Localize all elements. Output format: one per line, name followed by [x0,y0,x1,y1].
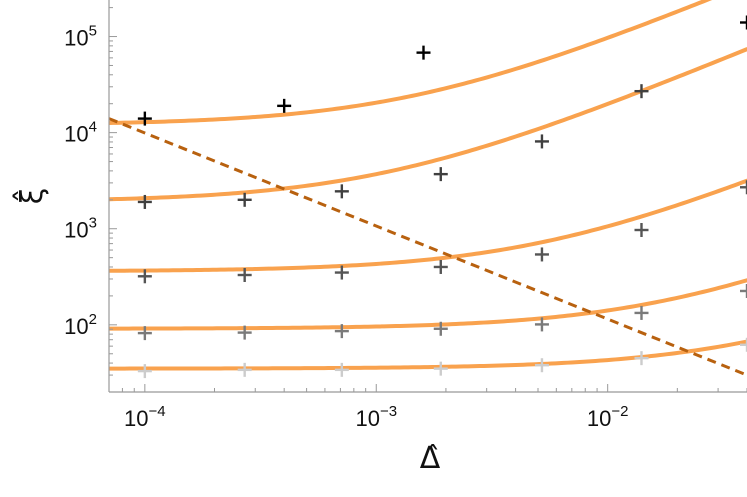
data-point-3-7 [740,180,747,195]
data-point-4-3 [334,324,349,339]
y-axis-label: ξ̂ [12,188,50,205]
data-point-1-4 [740,15,747,30]
y-tick-label: 102 [64,311,97,339]
data-point-3-6 [634,223,649,238]
data-point-3-3 [334,265,349,280]
data-point-4-1 [137,326,152,341]
x-tick-label: 10−3 [355,403,397,431]
plot-area [109,0,747,379]
fit-curve-4 [109,278,747,331]
data-point-5-2 [237,362,252,377]
y-tick-label: 104 [64,119,97,147]
y-tick-labels: 102 103 104 105 [64,23,97,339]
y-tick-label: 105 [64,23,97,51]
data-point-2-4 [433,167,448,182]
fit-curve-5 [109,339,747,371]
data-point-4-2 [237,325,252,340]
data-point-1-3 [416,45,431,60]
data-point-2-2 [237,192,252,207]
fit-curve-3 [109,178,747,273]
fit-curve-1 [109,0,713,126]
data-point-1-1 [137,111,152,126]
data-point-3-2 [237,268,252,283]
x-tick-label: 10−2 [587,403,629,431]
data-markers [137,15,747,379]
data-point-2-5 [534,134,549,149]
data-point-3-5 [534,247,549,262]
data-point-4-6 [634,305,649,320]
data-point-5-4 [433,361,448,376]
x-tick-label: 10−4 [124,403,166,431]
y-tick-label: 103 [64,215,97,243]
data-point-3-1 [137,269,152,284]
data-point-4-5 [534,317,549,332]
x-tick-labels: 10−4 10−3 10−2 [124,403,628,431]
data-point-5-5 [534,358,549,373]
axes [108,0,747,393]
fit-curve-2 [109,47,747,202]
data-point-2-1 [137,194,152,209]
data-point-2-3 [334,184,349,199]
crossover-line-group [109,117,747,377]
data-point-4-4 [433,321,448,336]
fit-curves [109,0,747,371]
x-axis-label: Δ̂ [420,441,441,476]
data-point-5-3 [334,362,349,377]
data-point-5-7 [740,337,747,352]
data-point-3-4 [433,259,448,274]
data-point-2-6 [634,84,649,99]
data-point-4-7 [740,283,747,298]
data-point-5-6 [634,351,649,366]
data-point-1-2 [277,98,292,113]
data-point-5-1 [137,364,152,379]
crossover-line [109,117,747,377]
